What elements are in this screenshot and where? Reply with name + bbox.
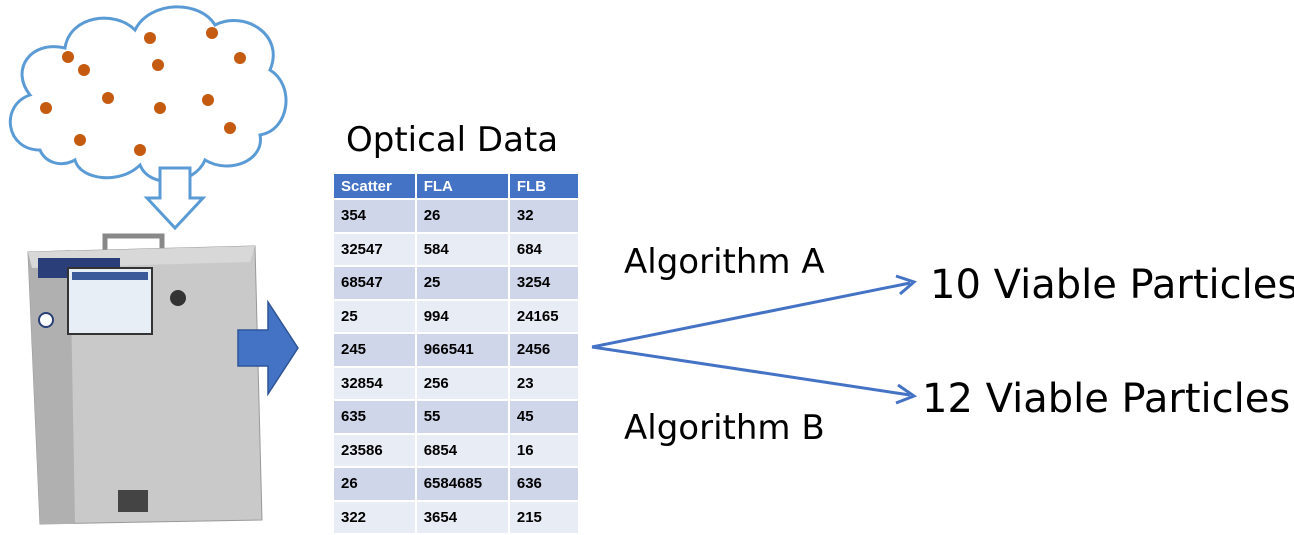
table-cell: 6854 — [414, 432, 510, 468]
table-cell: 24165 — [507, 298, 581, 334]
result-label: 10 Viable Particles — [930, 262, 1294, 308]
sampler-device — [27, 233, 263, 525]
table-row: 68547 25 3254 — [332, 265, 581, 301]
table-cell: 32 — [507, 198, 581, 234]
table-row: 635 55 45 — [332, 399, 581, 435]
table-row: 32854 256 23 — [332, 365, 581, 401]
table-cell: 3254 — [507, 265, 581, 301]
table-cell: 966541 — [414, 332, 510, 368]
down-arrow — [143, 166, 207, 231]
table-cell: 245 — [332, 332, 417, 368]
table-cell: 635 — [332, 399, 417, 435]
table-row: 245 966541 2456 — [332, 332, 581, 368]
table-cell: 2456 — [507, 332, 581, 368]
table-cell: 636 — [507, 466, 581, 502]
table-row: 322 3654 215 — [332, 499, 581, 535]
table-row: 25 994 24165 — [332, 298, 581, 334]
table-cell: 32854 — [332, 365, 417, 401]
table-row: 32547 584 684 — [332, 231, 581, 267]
table-cell: 256 — [414, 365, 510, 401]
right-arrow — [237, 299, 299, 397]
algorithm-label: Algorithm B — [624, 408, 825, 448]
table-cell: 26 — [332, 466, 417, 502]
table-cell: 25 — [332, 298, 417, 334]
result-label: 12 Viable Particles — [922, 376, 1291, 422]
table-row: 354 26 32 — [332, 198, 581, 234]
optical-data-table: Scatter FLA FLB 354 26 32 32547 584 684 68547 25 32… — [332, 172, 581, 535]
table-cell: 23586 — [332, 432, 417, 468]
table-cell: 215 — [507, 499, 581, 535]
table-cell: 23 — [507, 365, 581, 401]
table-cell: 322 — [332, 499, 417, 535]
cloud — [8, 5, 288, 201]
table-cell: 354 — [332, 198, 417, 234]
table-cell: 68547 — [332, 265, 417, 301]
table-cell: 55 — [414, 399, 510, 435]
table-cell: 3654 — [414, 499, 510, 535]
table-cell: 45 — [507, 399, 581, 435]
header-cell: Scatter — [332, 172, 417, 200]
header-cell: FLA — [414, 172, 510, 200]
table-cell: 32547 — [332, 231, 417, 267]
table-row: 26 6584685 636 — [332, 466, 581, 502]
table-cell: 994 — [414, 298, 510, 334]
header-cell: FLB — [507, 172, 581, 200]
table-cell: 6584685 — [414, 466, 510, 502]
table-cell: 26 — [414, 198, 510, 234]
table-cell: 25 — [414, 265, 510, 301]
table-cell: 16 — [507, 432, 581, 468]
algorithm-label: Algorithm A — [624, 242, 825, 282]
table-cell: 584 — [414, 231, 510, 267]
branch-arrows — [591, 274, 918, 405]
table-row: 23586 6854 16 — [332, 432, 581, 468]
table-cell: 684 — [507, 231, 581, 267]
header-row: Scatter FLA FLB — [332, 172, 581, 200]
table-title: Optical Data — [346, 120, 559, 160]
